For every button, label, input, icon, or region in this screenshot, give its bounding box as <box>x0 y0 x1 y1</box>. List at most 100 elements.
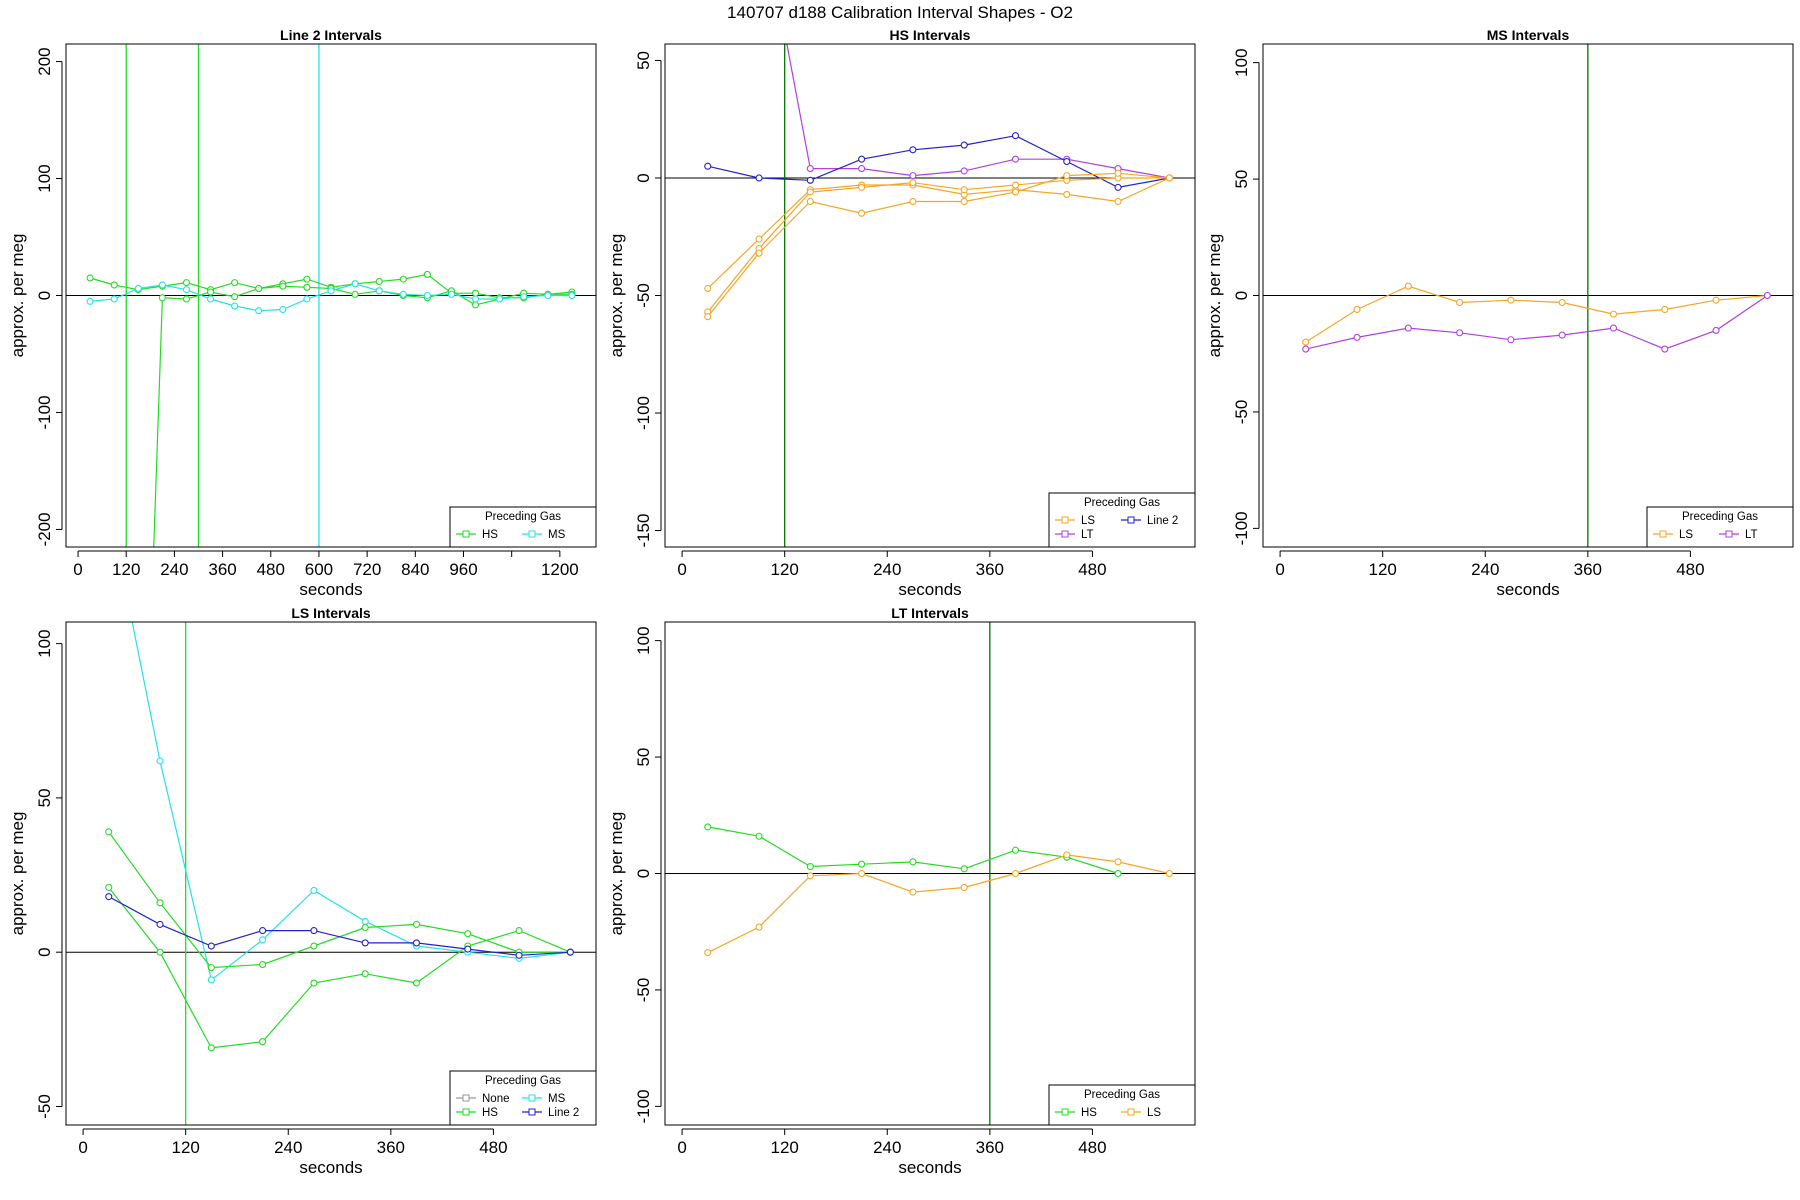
x-tick-label: 360 <box>1574 560 1602 579</box>
data-point <box>1507 296 1515 304</box>
data-point <box>412 920 421 928</box>
y-tick-label: 100 <box>634 626 653 654</box>
data-point <box>1063 157 1071 166</box>
data-point <box>1507 336 1515 344</box>
legend-label: Line 2 <box>1147 515 1178 527</box>
data-point <box>520 293 528 301</box>
data-point <box>471 289 480 297</box>
data-point <box>909 888 917 896</box>
data-point <box>1063 851 1071 859</box>
y-tick-label: -100 <box>1232 511 1251 545</box>
data-point <box>755 174 763 182</box>
data-point <box>207 976 215 984</box>
data-point <box>1114 869 1122 878</box>
x-axis-label: seconds <box>299 580 362 599</box>
plot-frame <box>65 621 597 1126</box>
data-point <box>568 291 576 300</box>
y-tick-label: 50 <box>634 748 653 767</box>
series-line <box>1305 295 1768 350</box>
legend-item-ls: LS <box>1055 515 1095 527</box>
legend-label: None <box>482 1093 510 1105</box>
data-point <box>310 927 318 935</box>
data-point <box>1165 869 1173 878</box>
data-point <box>1353 333 1361 341</box>
data-point <box>566 948 574 956</box>
data-point <box>858 183 866 191</box>
panel-title: LS Intervals <box>291 605 371 621</box>
data-point <box>423 270 431 278</box>
legend-title: Preceding Gas <box>1084 497 1160 509</box>
data-point <box>156 920 164 928</box>
data-point <box>960 186 968 194</box>
x-tick-label: 0 <box>1275 560 1284 579</box>
data-point <box>858 869 866 878</box>
legend-item-ls: LS <box>1121 1107 1161 1119</box>
series-ls <box>704 851 1173 957</box>
legend-label: LS <box>1679 529 1693 541</box>
legend-item-hs: HS <box>456 1107 498 1119</box>
data-point <box>231 293 239 301</box>
y-tick-label: 0 <box>634 869 653 878</box>
data-point <box>960 197 968 206</box>
y-tick-label: -100 <box>634 1089 653 1123</box>
data-point <box>755 832 763 840</box>
plot-area <box>1263 44 1793 547</box>
y-axis-label: approx. per meg <box>607 234 626 358</box>
data-point <box>1763 291 1771 300</box>
data-point <box>351 290 359 298</box>
data-point <box>806 872 814 880</box>
data-point <box>909 858 917 866</box>
data-point <box>105 883 113 891</box>
y-tick-label: -200 <box>35 512 54 546</box>
data-point <box>515 951 523 959</box>
legend-swatch-marker <box>528 1094 536 1102</box>
legend-label: HS <box>482 1107 498 1119</box>
legend-item-lt: LT <box>1719 529 1758 541</box>
data-point <box>1063 172 1071 180</box>
data-point <box>1558 298 1566 307</box>
series-line <box>1305 285 1768 343</box>
data-point <box>858 155 866 163</box>
y-tick-label: 0 <box>1232 291 1251 300</box>
y-tick-label: 50 <box>35 788 54 807</box>
data-point <box>1011 188 1020 196</box>
data-point <box>259 927 267 935</box>
data-point <box>110 295 118 303</box>
legend-swatch-marker <box>1061 530 1069 538</box>
data-point <box>909 197 917 206</box>
legend-item-hs: HS <box>1055 1107 1097 1119</box>
data-point <box>704 313 712 321</box>
legend: Preceding Gas LS LT <box>1646 506 1794 548</box>
x-tick-label: 0 <box>677 560 686 579</box>
data-point <box>806 165 814 173</box>
data-point <box>156 899 164 907</box>
x-tick-label: 360 <box>976 560 1004 579</box>
legend-swatch-marker <box>528 530 536 538</box>
x-tick-label: 240 <box>1471 560 1499 579</box>
legend-swatch-marker <box>1061 1108 1069 1116</box>
data-point <box>1712 326 1720 334</box>
data-point <box>207 1044 215 1052</box>
data-point <box>1011 132 1020 140</box>
data-point <box>375 277 383 286</box>
legend-label: LT <box>1745 529 1758 541</box>
data-point <box>1011 869 1020 878</box>
legend: Preceding Gas HS MS <box>449 506 597 548</box>
data-point <box>1114 183 1122 191</box>
data-point <box>806 188 814 196</box>
data-point <box>960 167 968 175</box>
y-axis-label: approx. per meg <box>8 812 27 936</box>
panel-title: Line 2 Intervals <box>280 27 382 43</box>
data-point <box>182 286 191 294</box>
legend-item-hs: HS <box>456 529 498 541</box>
y-axis-label: approx. per meg <box>8 234 27 358</box>
legend-box <box>1646 506 1794 548</box>
plot-frame <box>664 621 1196 1126</box>
legend-item-line-2: Line 2 <box>522 1107 579 1119</box>
data-point <box>447 290 456 298</box>
data-point <box>1011 181 1020 189</box>
data-point <box>704 284 712 292</box>
y-tick-label: 0 <box>35 291 54 300</box>
data-point <box>105 893 113 901</box>
